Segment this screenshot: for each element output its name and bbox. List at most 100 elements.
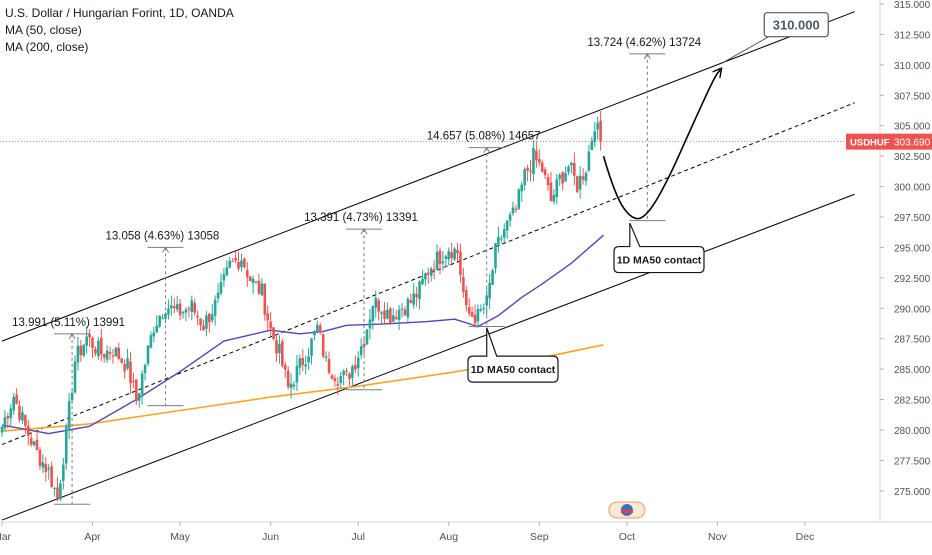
- candle-body: [146, 345, 150, 364]
- candlesticks: [0, 111, 602, 502]
- candle-body: [467, 307, 471, 314]
- candle-body: [12, 397, 15, 411]
- candle-body: [345, 370, 348, 372]
- candle-body: [155, 325, 159, 333]
- candle-body: [497, 237, 500, 245]
- candle-body: [208, 313, 211, 323]
- candle-body: [517, 189, 521, 210]
- candle-body: [140, 373, 144, 395]
- y-tick-label: 275.000: [894, 487, 931, 498]
- measure-arrow: [360, 228, 368, 235]
- candle-body: [386, 309, 389, 319]
- candle-body: [9, 408, 13, 418]
- y-tick-label: 282.500: [894, 396, 931, 407]
- axes: 275.000 277.500 280.000 282.500 285.000 287.5…: [0, 0, 932, 543]
- candle-body: [584, 172, 588, 182]
- candle-body: [196, 315, 199, 318]
- candle-body: [228, 260, 232, 268]
- candle-body: [105, 350, 109, 360]
- candle-body: [172, 306, 176, 309]
- y-tick-label: 287.500: [894, 335, 931, 346]
- candle-body: [67, 400, 71, 429]
- candle-body: [412, 293, 416, 305]
- candle-body: [94, 349, 97, 354]
- candle-body: [187, 308, 191, 310]
- candle-body: [374, 297, 378, 308]
- candle-body: [403, 309, 407, 316]
- candle-body: [295, 365, 299, 383]
- candle-body: [234, 257, 237, 261]
- candle-body: [275, 340, 278, 354]
- candle-body: [6, 416, 10, 419]
- candle-body: [298, 358, 302, 368]
- candle-body: [85, 336, 88, 346]
- candle-body: [240, 260, 243, 268]
- candle-body: [184, 309, 188, 313]
- candle-body: [415, 294, 418, 298]
- candle-body: [330, 375, 334, 379]
- candle-body: [502, 229, 506, 238]
- candle-body: [491, 270, 494, 285]
- candle-body: [243, 258, 246, 268]
- candle-body: [351, 366, 354, 378]
- candle-body: [564, 172, 567, 182]
- y-tick-label: 305.000: [894, 122, 931, 133]
- candle-body: [310, 338, 313, 356]
- chart-title: U.S. Dollar / Hungarian Forint, 1D, OAND…: [5, 6, 234, 20]
- candle-body: [482, 307, 486, 310]
- candle-body: [272, 327, 275, 340]
- candle-body: [47, 468, 51, 470]
- candle-body: [453, 248, 456, 260]
- candle-body: [532, 148, 535, 175]
- candle-body: [514, 208, 518, 211]
- measure-label: 14.657 (5.08%) 14657: [427, 131, 541, 143]
- candle-body: [327, 359, 331, 373]
- candle-body: [356, 357, 360, 369]
- candle-body: [56, 487, 59, 499]
- measure-arrow: [643, 52, 651, 60]
- candle-body: [435, 251, 439, 270]
- candle-body: [266, 313, 270, 321]
- x-tick-label: May: [170, 531, 191, 543]
- candle-body: [129, 361, 132, 384]
- candle-body: [91, 337, 94, 349]
- x-tick-label: Oct: [619, 531, 635, 543]
- candle-body: [15, 394, 18, 404]
- x-tick-label: Sep: [530, 531, 549, 543]
- news-flag-stripe: [620, 510, 633, 513]
- x-tick-label: Apr: [84, 531, 101, 543]
- candle-body: [35, 439, 39, 451]
- candle-body: [462, 277, 465, 293]
- symbol-tag-label: USDHUF: [850, 138, 890, 149]
- candle-body: [245, 270, 249, 278]
- candle-body: [158, 315, 161, 327]
- channel-line-lower: [1, 193, 855, 521]
- candle-body: [421, 278, 424, 285]
- candle-body: [304, 364, 307, 367]
- candle-body: [450, 252, 453, 259]
- callout-label: 1D MA50 contact: [617, 255, 702, 267]
- measure-label: 13.391 (4.73%) 13391: [304, 212, 418, 224]
- candle-body: [342, 370, 345, 376]
- candle-body: [53, 488, 56, 490]
- candle-body: [254, 281, 258, 283]
- candle-body: [18, 405, 21, 420]
- news-badge[interactable]: [608, 501, 646, 519]
- candle-body: [596, 122, 599, 130]
- candle-body: [108, 352, 112, 354]
- candle-body: [488, 282, 491, 299]
- candle-body: [359, 346, 363, 356]
- candle-body: [193, 303, 197, 313]
- candle-body: [257, 280, 261, 294]
- last-price-tag: [846, 133, 932, 150]
- candle-body: [143, 364, 147, 374]
- candle-body: [432, 269, 436, 271]
- y-tick-label: 310.000: [894, 61, 931, 72]
- candle-body: [263, 283, 267, 315]
- measure-tools: 13.991 (5.11%) 13991 13.058 (4.63%) 13058…: [12, 37, 702, 505]
- candle-body: [29, 438, 33, 445]
- candle-body: [383, 310, 386, 319]
